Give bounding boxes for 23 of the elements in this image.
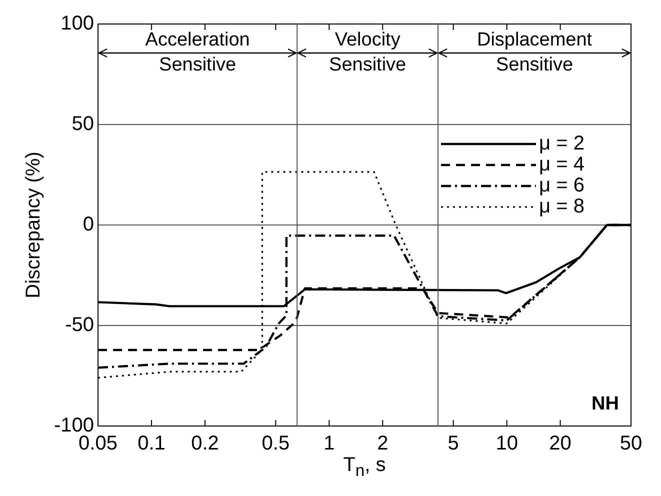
annotation: NH [592,394,619,415]
x-tick-label: 0.2 [191,432,219,455]
legend-label: μ = 6 [539,174,584,197]
x-axis-title: T$_{n}$, s [343,454,386,481]
annotation: Acceleration Sensitive [145,30,250,76]
x-tick-label: 0.5 [262,432,290,455]
y-tick-label: 0 [82,214,94,236]
x-tick-label: 2 [377,432,388,455]
y-tick-label: -50 [65,314,94,336]
x-tick-label: 10 [496,432,518,455]
legend-label: μ = 2 [539,132,584,155]
legend-label: μ = 8 [539,196,584,218]
annotation: Displacement Sensitive [476,30,593,76]
legend-label: μ = 4 [539,154,584,176]
x-tick-label: 20 [549,432,572,455]
x-tick-label: 0.1 [138,432,166,455]
y-tick-label: 50 [72,113,94,136]
y-axis-title: Discrepancy (%) [22,152,45,298]
x-tick-label: 50 [620,432,642,455]
x-tick-label: 1 [324,432,335,455]
y-tick-label: 100 [60,12,94,35]
annotation: Velocity Sensitive [329,30,406,76]
x-tick-label: 5 [448,432,459,455]
